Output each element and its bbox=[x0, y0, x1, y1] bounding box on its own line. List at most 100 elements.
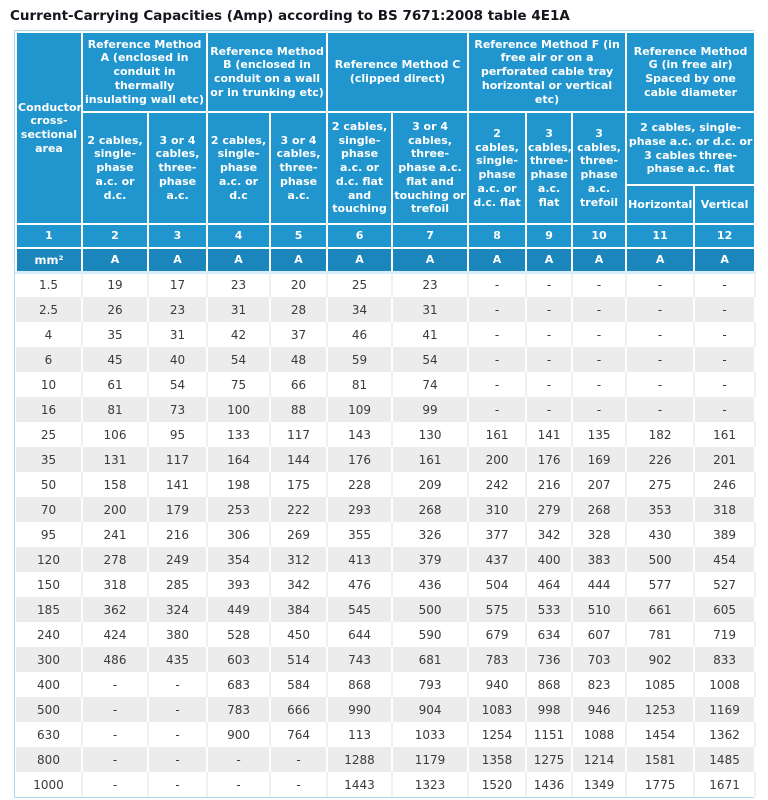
capacity-value-cell: 34 bbox=[327, 297, 394, 322]
capacity-value-cell: 31 bbox=[148, 322, 209, 347]
capacity-value-cell: 285 bbox=[148, 572, 209, 597]
capacity-value-cell: 1775 bbox=[626, 772, 696, 797]
capacity-value-cell: 19 bbox=[82, 272, 149, 297]
capacity-value-cell: 435 bbox=[148, 647, 209, 672]
capacity-value-cell: - bbox=[694, 347, 757, 372]
capacity-value-cell: 476 bbox=[327, 572, 394, 597]
capacity-value-cell: 605 bbox=[694, 597, 757, 622]
capacity-value-cell: 59 bbox=[327, 347, 394, 372]
capacity-value-cell: 900 bbox=[207, 722, 272, 747]
capacity-value-cell: 46 bbox=[327, 322, 394, 347]
conductor-area-cell: 35 bbox=[16, 447, 83, 472]
table-row: 35 131 117 164 144 176 161 200 176 169 226 201 bbox=[16, 447, 757, 472]
table-row: 95 241 216 306 269 355 326 377 342 328 430 389 bbox=[16, 522, 757, 547]
capacity-value-cell: 1253 bbox=[626, 697, 696, 722]
capacity-value-cell: - bbox=[148, 747, 209, 772]
capacity-value-cell: 783 bbox=[468, 647, 528, 672]
capacity-value-cell: 510 bbox=[572, 597, 628, 622]
capacity-value-cell: 437 bbox=[468, 547, 528, 572]
capacity-value-cell: 430 bbox=[626, 522, 696, 547]
capacity-value-cell: 54 bbox=[148, 372, 209, 397]
conductor-area-cell: 95 bbox=[16, 522, 83, 547]
unit-label: A bbox=[391, 247, 470, 274]
capacity-value-cell: 242 bbox=[468, 472, 528, 497]
capacity-value-cell: 868 bbox=[327, 672, 394, 697]
capacity-value-cell: - bbox=[572, 297, 628, 322]
capacity-value-cell: 23 bbox=[207, 272, 272, 297]
capacity-value-cell: - bbox=[626, 322, 696, 347]
column-number: 6 bbox=[326, 223, 394, 249]
capacity-value-cell: 379 bbox=[392, 547, 470, 572]
table-row: 120 278 249 354 312 413 379 437 400 383 500 454 bbox=[16, 547, 757, 572]
g-split-header-row: Horizontal Vertical bbox=[16, 184, 757, 225]
table-body: 1.5 19 17 23 20 25 23- - - - -2.5 26 23 31 28 34 31- - - - -… bbox=[16, 272, 757, 797]
capacity-value-cell: 1671 bbox=[694, 772, 757, 797]
capacity-value-cell: 1275 bbox=[526, 747, 574, 772]
capacity-value-cell: 634 bbox=[526, 622, 574, 647]
capacity-value-cell: - bbox=[468, 397, 528, 422]
capacity-value-cell: - bbox=[468, 272, 528, 297]
capacity-value-cell: 109 bbox=[327, 397, 394, 422]
capacity-value-cell: 268 bbox=[392, 497, 470, 522]
capacity-value-cell: 226 bbox=[626, 447, 696, 472]
capacity-value-cell: 584 bbox=[270, 672, 329, 697]
conductor-area-cell: 185 bbox=[16, 597, 83, 622]
sub-header-row: 2 cables, single-phase a.c. or d.c. 3 or… bbox=[16, 111, 757, 225]
capacity-value-cell: 940 bbox=[468, 672, 528, 697]
method-g-header: Reference Method G (in free air) Spaced … bbox=[625, 31, 757, 113]
capacity-value-cell: 743 bbox=[327, 647, 394, 672]
capacity-value-cell: 1033 bbox=[392, 722, 470, 747]
capacity-value-cell: 175 bbox=[270, 472, 329, 497]
capacity-value-cell: 275 bbox=[626, 472, 696, 497]
capacity-value-cell: 1169 bbox=[694, 697, 757, 722]
conductor-area-cell: 25 bbox=[16, 422, 83, 447]
capacity-value-cell: - bbox=[207, 747, 272, 772]
capacity-value-cell: - bbox=[82, 722, 149, 747]
capacity-value-cell: - bbox=[626, 272, 696, 297]
capacity-value-cell: 679 bbox=[468, 622, 528, 647]
conductor-area-cell: 4 bbox=[16, 322, 83, 347]
conductor-area-cell: 240 bbox=[16, 622, 83, 647]
capacity-value-cell: - bbox=[468, 322, 528, 347]
capacity-value-cell: - bbox=[148, 722, 209, 747]
capacity-value-cell: 1349 bbox=[572, 772, 628, 797]
capacity-value-cell: 904 bbox=[392, 697, 470, 722]
sub-header-col10: 3 cables, three-phase a.c. trefoil bbox=[571, 111, 628, 225]
capacity-value-cell: - bbox=[694, 297, 757, 322]
capacity-value-cell: 200 bbox=[82, 497, 149, 522]
capacity-value-cell: 37 bbox=[270, 322, 329, 347]
column-number: 9 bbox=[525, 223, 574, 249]
capacity-value-cell: 179 bbox=[148, 497, 209, 522]
capacity-value-cell: 306 bbox=[207, 522, 272, 547]
column-number: 11 bbox=[625, 223, 696, 249]
capacity-value-cell: - bbox=[148, 697, 209, 722]
capacity-value-cell: 528 bbox=[207, 622, 272, 647]
capacity-value-cell: 278 bbox=[82, 547, 149, 572]
capacity-value-cell: 393 bbox=[207, 572, 272, 597]
capacity-value-cell: 133 bbox=[207, 422, 272, 447]
capacity-value-cell: 1323 bbox=[392, 772, 470, 797]
method-header-row: Conductor cross- sectional area Referenc… bbox=[15, 31, 757, 225]
capacity-value-cell: 54 bbox=[392, 347, 470, 372]
capacity-value-cell: - bbox=[526, 372, 574, 397]
capacity-value-cell: 486 bbox=[82, 647, 149, 672]
column-number: 5 bbox=[269, 223, 329, 249]
capacity-value-cell: 464 bbox=[526, 572, 574, 597]
capacity-value-cell: 1085 bbox=[626, 672, 696, 697]
capacity-value-cell: 161 bbox=[694, 422, 757, 447]
sub-header-col3: 3 or 4 cables, three-phase a.c. bbox=[146, 111, 209, 225]
table-row: 16 81 73 100 88 109 99- - - - - bbox=[16, 397, 757, 422]
capacity-value-cell: 31 bbox=[392, 297, 470, 322]
capacity-value-cell: 228 bbox=[327, 472, 394, 497]
capacity-value-cell: 1443 bbox=[327, 772, 394, 797]
capacity-value-cell: 326 bbox=[392, 522, 470, 547]
capacity-value-cell: 444 bbox=[572, 572, 628, 597]
capacity-value-cell: - bbox=[572, 347, 628, 372]
conductor-area-cell: 50 bbox=[16, 472, 83, 497]
table-row: 6 45 40 54 48 59 54- - - - - bbox=[16, 347, 757, 372]
capacity-value-cell: 42 bbox=[207, 322, 272, 347]
capacity-value-cell: 449 bbox=[207, 597, 272, 622]
unit-label: A bbox=[625, 247, 696, 274]
capacity-value-cell: 1288 bbox=[327, 747, 394, 772]
conductor-area-cell: 2.5 bbox=[16, 297, 83, 322]
